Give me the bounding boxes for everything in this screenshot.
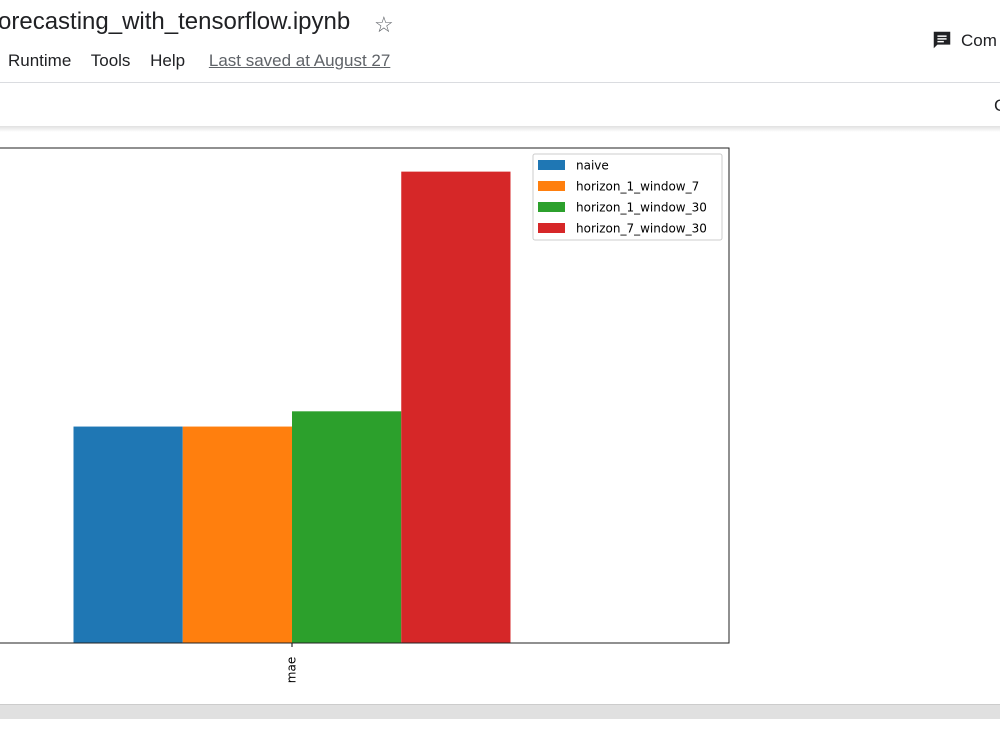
legend-label: horizon_1_window_30 [576, 201, 707, 215]
menu-item[interactable]: Tools [90, 51, 131, 70]
legend-swatch [538, 181, 565, 191]
plot-frame [0, 147, 730, 644]
legend-label: horizon_1_window_7 [576, 180, 699, 194]
divider [0, 82, 1000, 83]
star-icon[interactable]: ☆ [374, 12, 394, 37]
comment-icon [933, 31, 951, 49]
legend-swatch [538, 223, 565, 233]
bar [292, 411, 402, 643]
bar [401, 171, 511, 644]
menu-item[interactable]: Runtime [8, 51, 72, 70]
legend-box [532, 153, 723, 241]
comment-button[interactable]: Com [931, 29, 997, 51]
menu-bar: Runtime Tools Help Last saved at August … [8, 51, 405, 71]
notebook-title[interactable]: orecasting_with_tensorflow.ipynb [0, 8, 351, 35]
menu-item[interactable]: Help [150, 51, 186, 70]
x-tick-label: mae [285, 657, 299, 683]
legend-label: horizon_7_window_30 [576, 222, 707, 236]
legend-label: naive [576, 159, 609, 173]
toolbar-shadow [0, 126, 1000, 132]
bar [73, 426, 183, 643]
last-saved[interactable]: Last saved at August 27 [208, 51, 391, 70]
legend-swatch [538, 202, 565, 212]
comment-label: Com [961, 31, 997, 50]
toolbar-item[interactable]: C [994, 96, 1000, 116]
chart: mae naive horizon_1_window_7 horizon_1_wind… [0, 147, 730, 683]
bar [182, 426, 292, 643]
legend-swatch [538, 160, 565, 170]
scrollbar[interactable] [0, 704, 1000, 719]
